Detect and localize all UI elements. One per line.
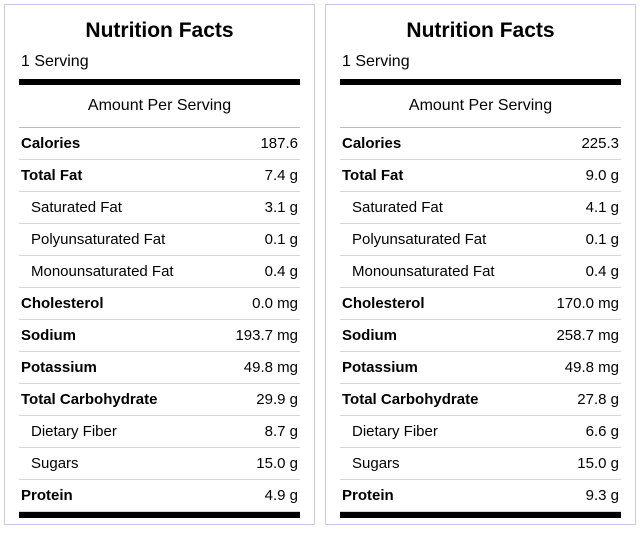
nutrient-value: 225.3 [581,135,619,152]
nutrient-label: Total Fat [21,167,82,184]
nutrient-row: Sodium 193.7 mg [19,320,300,352]
nutrient-row: Dietary Fiber 6.6 g [340,416,621,448]
nutrient-label: Total Fat [342,167,403,184]
nutrient-row: Polyunsaturated Fat 0.1 g [19,224,300,256]
nutrient-label: Potassium [21,359,97,376]
nutrient-row: Total Fat 7.4 g [19,160,300,192]
nutrient-label: Sodium [342,327,397,344]
serving-size: 1 Serving [340,51,621,79]
nutrient-value: 8.7 g [265,423,298,440]
nutrient-row: Protein 9.3 g [340,480,621,512]
nutrition-panel: Nutrition Facts1 Serving Amount Per Servi… [4,4,315,525]
nutrient-value: 15.0 g [577,455,619,472]
divider-thick [19,512,300,518]
nutrient-value: 3.1 g [265,199,298,216]
nutrient-row: Saturated Fat 3.1 g [19,192,300,224]
nutrient-label: Sodium [21,327,76,344]
nutrient-label: Protein [21,487,73,504]
nutrient-row: Protein 4.9 g [19,480,300,512]
nutrition-panel: Nutrition Facts1 Serving Amount Per Servi… [325,4,636,525]
nutrient-label: Polyunsaturated Fat [21,231,165,248]
nutrient-value: 9.3 g [586,487,619,504]
nutrient-value: 170.0 mg [556,295,619,312]
nutrient-value: 49.8 mg [565,359,619,376]
nutrient-label: Calories [342,135,401,152]
nutrient-value: 15.0 g [256,455,298,472]
nutrient-value: 258.7 mg [556,327,619,344]
nutrient-value: 193.7 mg [235,327,298,344]
nutrient-value: 0.1 g [265,231,298,248]
nutrient-value: 187.6 [260,135,298,152]
nutrient-row: Calories 187.6 [19,128,300,160]
nutrient-label: Total Carbohydrate [21,391,157,408]
nutrient-label: Sugars [21,455,79,472]
nutrient-row: Cholesterol 0.0 mg [19,288,300,320]
nutrient-value: 4.1 g [586,199,619,216]
divider-thick [340,512,621,518]
nutrient-value: 7.4 g [265,167,298,184]
nutrient-label: Potassium [342,359,418,376]
nutrient-value: 0.4 g [586,263,619,280]
nutrient-row: Monounsaturated Fat 0.4 g [19,256,300,288]
nutrient-row: Cholesterol 170.0 mg [340,288,621,320]
nutrient-label: Sugars [342,455,400,472]
nutrient-label: Monounsaturated Fat [342,263,495,280]
nutrient-row: Potassium 49.8 mg [19,352,300,384]
nutrient-label: Saturated Fat [21,199,122,216]
nutrient-row: Dietary Fiber 8.7 g [19,416,300,448]
nutrient-value: 4.9 g [265,487,298,504]
serving-size: 1 Serving [19,51,300,79]
panels-container: Nutrition Facts1 ServingAmount Per Servi… [0,0,640,529]
nutrient-value: 0.0 mg [252,295,298,312]
nutrient-value: 27.8 g [577,391,619,408]
panel-title: Nutrition Facts [19,11,300,51]
nutrient-row: Sugars 15.0 g [340,448,621,480]
nutrient-label: Cholesterol [342,295,425,312]
amount-per-serving: Amount Per Serving [19,85,300,127]
nutrient-label: Dietary Fiber [342,423,438,440]
nutrient-row: Sodium 258.7 mg [340,320,621,352]
nutrient-label: Dietary Fiber [21,423,117,440]
nutrient-row: Total Carbohydrate 29.9 g [19,384,300,416]
nutrient-row: Total Carbohydrate 27.8 g [340,384,621,416]
nutrient-label: Calories [21,135,80,152]
nutrient-row: Sugars 15.0 g [19,448,300,480]
nutrient-label: Saturated Fat [342,199,443,216]
nutrient-label: Monounsaturated Fat [21,263,174,280]
nutrient-row: Calories 225.3 [340,128,621,160]
nutrient-label: Polyunsaturated Fat [342,231,486,248]
panel-title: Nutrition Facts [340,11,621,51]
amount-per-serving: Amount Per Serving [340,85,621,127]
nutrient-row: Polyunsaturated Fat 0.1 g [340,224,621,256]
nutrient-value: 0.1 g [586,231,619,248]
nutrient-value: 29.9 g [256,391,298,408]
nutrient-value: 0.4 g [265,263,298,280]
nutrient-value: 9.0 g [586,167,619,184]
nutrient-row: Total Fat 9.0 g [340,160,621,192]
nutrient-label: Protein [342,487,394,504]
nutrient-value: 6.6 g [586,423,619,440]
nutrient-label: Total Carbohydrate [342,391,478,408]
nutrient-row: Saturated Fat 4.1 g [340,192,621,224]
nutrient-value: 49.8 mg [244,359,298,376]
nutrient-row: Potassium 49.8 mg [340,352,621,384]
nutrient-row: Monounsaturated Fat 0.4 g [340,256,621,288]
nutrient-label: Cholesterol [21,295,104,312]
